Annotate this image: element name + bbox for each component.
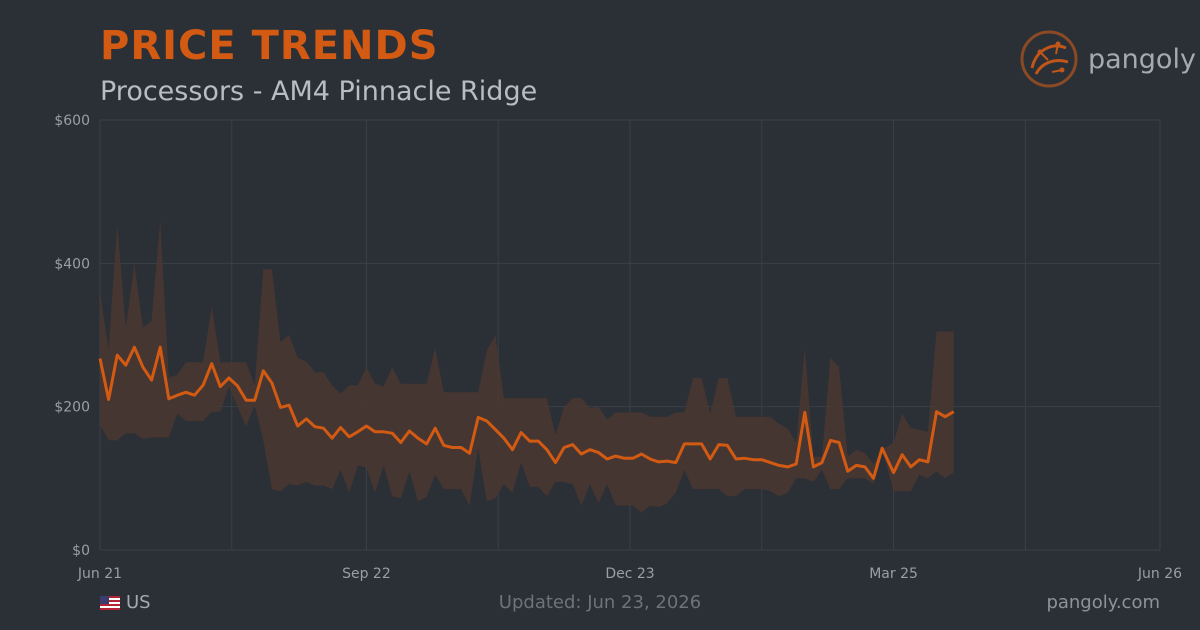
y-tick-label: $0 [72, 543, 90, 559]
page-subtitle: Processors - AM4 Pinnacle Ridge [100, 76, 538, 107]
price-range-band [100, 220, 954, 513]
updated-date: Updated: Jun 23, 2026 [498, 592, 702, 613]
page-title: PRICE TRENDS [100, 23, 439, 69]
y-tick-label: $400 [54, 256, 90, 272]
x-tick-label: Mar 25 [869, 566, 918, 582]
us-flag-icon [100, 596, 120, 610]
x-tick-label: Dec 23 [605, 566, 654, 582]
country-selector[interactable]: US [100, 594, 151, 612]
y-tick-label: $200 [54, 400, 90, 416]
site-link[interactable]: pangoly.com [1046, 592, 1160, 613]
x-tick-label: Jun 21 [77, 566, 122, 582]
pangolin-circuit-logo-icon [1020, 30, 1078, 88]
price-line [98, 345, 955, 480]
y-tick-label: $600 [54, 113, 90, 129]
brand-logo[interactable]: pangoly [1018, 28, 1196, 90]
brand-name: pangoly [1088, 43, 1196, 75]
chart-axes: $0 $200 $400 $600 Jun 21 Sep 22 Dec 23 Mar 25 Ju… [54, 113, 1182, 582]
x-tick-label: Jun 26 [1137, 566, 1182, 582]
country-label: US [126, 592, 151, 613]
x-tick-label: Sep 22 [342, 566, 391, 582]
